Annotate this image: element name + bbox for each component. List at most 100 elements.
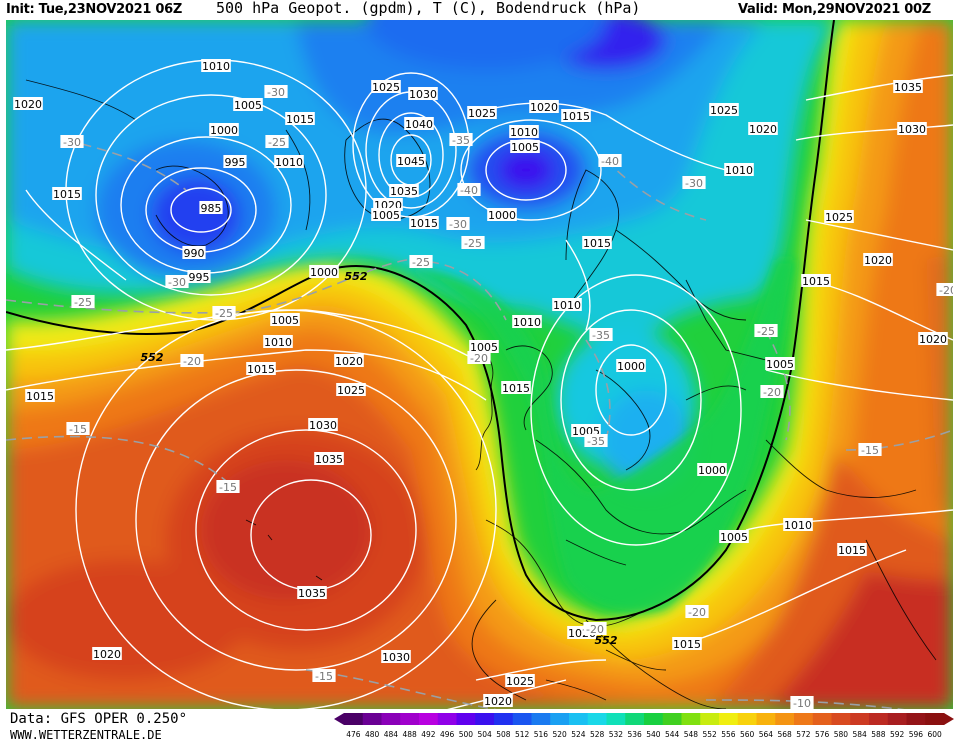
isotherm-label-text: -20 xyxy=(688,606,706,619)
isobar-label: 1035 xyxy=(893,80,923,94)
isobar-label: 1015 xyxy=(801,274,831,288)
isobar-label-text: 1005 xyxy=(720,531,748,544)
isotherm-label: -10 xyxy=(790,696,814,709)
isobar-label: 985 xyxy=(199,201,223,215)
colorscale-swatch xyxy=(569,713,589,725)
colorscale-swatch xyxy=(606,713,626,725)
isobar-label: 1000 xyxy=(209,123,239,137)
colorscale-swatch xyxy=(381,713,401,725)
isobar-label-text: 1015 xyxy=(802,275,830,288)
isobar-label-text: 1015 xyxy=(410,217,438,230)
isotherm-label: -20 xyxy=(685,605,709,619)
isobar-label-text: 1035 xyxy=(298,587,326,600)
isobar-label: 1030 xyxy=(381,650,411,664)
colorscale-swatch xyxy=(475,713,495,725)
isobar-label-text: 995 xyxy=(189,271,210,284)
isobar-label-text: 1025 xyxy=(468,107,496,120)
isobar-label-text: 1005 xyxy=(271,314,299,327)
isobar-label-text: 1030 xyxy=(309,419,337,432)
colorscale-swatch xyxy=(794,713,814,725)
isobar-label-text: 995 xyxy=(225,156,246,169)
isotherm-label: -20 xyxy=(760,385,784,399)
isobar-label-text: 1015 xyxy=(286,113,314,126)
isotherm-label-text: -15 xyxy=(315,670,333,683)
colorscale-tick-label: 516 xyxy=(534,730,549,739)
colorscale-tick-label: 524 xyxy=(571,730,586,739)
isobar-label-text: 1000 xyxy=(698,464,726,477)
colorscale-tick-label: 584 xyxy=(852,730,867,739)
isobar-label-text: 1010 xyxy=(725,164,753,177)
isotherm-label-text: -30 xyxy=(168,276,186,289)
isotherm-label: -25 xyxy=(71,295,95,309)
colorscale-tick-label: 528 xyxy=(590,730,605,739)
colorscale-swatch xyxy=(925,713,945,725)
isobar-label: 1020 xyxy=(918,332,948,346)
colorscale-tick-label: 484 xyxy=(384,730,399,739)
isobar-label-text: 1015 xyxy=(26,390,54,403)
isobar-label: 1040 xyxy=(404,117,434,131)
isotherm-label: -25 xyxy=(461,236,485,250)
isobar-label-text: 1015 xyxy=(502,382,530,395)
isobar-label: 1025 xyxy=(467,106,497,120)
isotherm-label: -25 xyxy=(754,324,778,338)
colorscale-swatch xyxy=(437,713,457,725)
isobar-label-text: 1025 xyxy=(710,104,738,117)
isotherm-label: -15 xyxy=(216,480,240,494)
isotherm-label-text: -15 xyxy=(69,423,87,436)
isobar-label: 1015 xyxy=(837,543,867,557)
isobar-label-text: 985 xyxy=(201,202,222,215)
isotherm-label-text: -30 xyxy=(267,86,285,99)
isobar-label: 1045 xyxy=(396,154,426,168)
isotherm-label-text: -15 xyxy=(861,444,879,457)
isobar-label: 1010 xyxy=(263,335,293,349)
isobar-label: 1010 xyxy=(274,155,304,169)
isobar-label: 1010 xyxy=(512,315,542,329)
colorscale-tick-label: 552 xyxy=(702,730,717,739)
isobar-label-text: 1020 xyxy=(14,98,42,111)
isotherm-label-text: -30 xyxy=(63,136,81,149)
isotherm-label: -20 xyxy=(936,283,953,297)
isotherm-label-text: -35 xyxy=(592,329,610,342)
isotherm-label: -30 xyxy=(682,176,706,190)
isobar-label: 1035 xyxy=(297,586,327,600)
isotherm-label-text: -10 xyxy=(793,697,811,709)
isobar-label: 1010 xyxy=(724,163,754,177)
colorscale-tick-label: 580 xyxy=(834,730,849,739)
isobar-label: 995 xyxy=(187,270,211,284)
colorscale-swatch xyxy=(887,713,907,725)
isotherm-label: -35 xyxy=(589,328,613,342)
init-time-label: Init: Tue,23NOV2021 06Z xyxy=(6,2,182,17)
isobar-label: 995 xyxy=(223,155,247,169)
isobar-label: 1020 xyxy=(483,694,513,708)
isobar-label: 1005 xyxy=(765,357,795,371)
isotherm-label: -25 xyxy=(212,306,236,320)
geopotential-map: 1010 1005 1015 1000 995 1010 985 990 995 1020 1015… xyxy=(6,20,953,709)
map-header: Init: Tue,23NOV2021 06Z 500 hPa Geopot. … xyxy=(0,0,959,20)
isobar-label: 1020 xyxy=(92,647,122,661)
isobar-label: 990 xyxy=(182,246,206,260)
isobar-label-text: 1025 xyxy=(372,81,400,94)
isobar-label: 1015 xyxy=(501,381,531,395)
isobar-label-text: 1000 xyxy=(488,209,516,222)
isobar-label-text: 1020 xyxy=(530,101,558,114)
isobar-label-text: 1010 xyxy=(264,336,292,349)
isotherm-label: -35 xyxy=(584,434,608,448)
colorscale-tick-label: 508 xyxy=(496,730,511,739)
colorscale-tick-label: 544 xyxy=(665,730,680,739)
isotherm-label-text: -25 xyxy=(412,256,430,269)
isobar-label: 1010 xyxy=(201,59,231,73)
isobar-label-text: 1010 xyxy=(275,156,303,169)
isotherm-label: -30 xyxy=(165,275,189,289)
isobar-label-text: 1020 xyxy=(484,695,512,708)
isobar-label: 1015 xyxy=(285,112,315,126)
isotherm-label: -30 xyxy=(446,217,470,231)
isobar-label: 1025 xyxy=(505,674,535,688)
isobar-label-text: 1030 xyxy=(409,88,437,101)
isobar-label-text: 1010 xyxy=(513,316,541,329)
colorscale-tick-label: 536 xyxy=(627,730,642,739)
isobar-label: 1025 xyxy=(824,210,854,224)
colorscale-swatch xyxy=(550,713,570,725)
colorscale-tick-label: 548 xyxy=(684,730,699,739)
isobar-label-text: 990 xyxy=(184,247,205,260)
contour-552-label: 552 xyxy=(595,634,618,647)
